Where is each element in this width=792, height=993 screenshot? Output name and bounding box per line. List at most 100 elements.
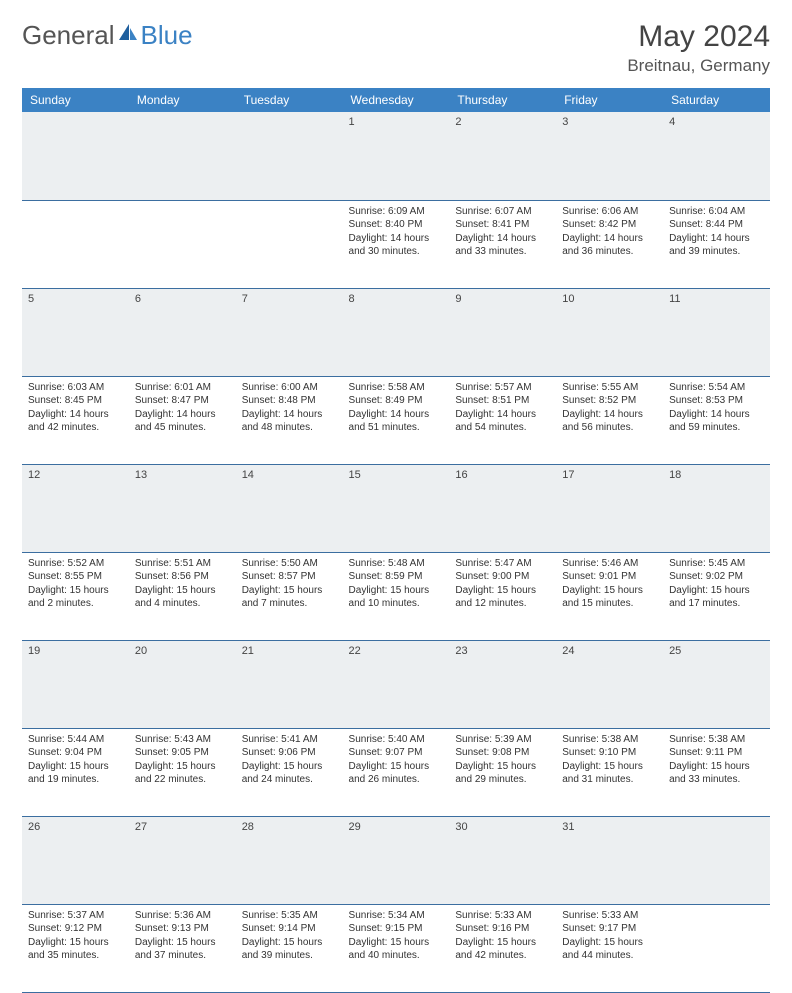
day-number: 14: [236, 464, 343, 552]
day-number: 27: [129, 816, 236, 904]
month-title: May 2024: [627, 20, 770, 54]
day-number: 23: [449, 640, 556, 728]
day-info: Sunrise: 5:38 AMSunset: 9:10 PMDaylight:…: [562, 733, 657, 787]
logo: General Blue: [22, 20, 193, 51]
day-info: Sunrise: 6:09 AMSunset: 8:40 PMDaylight:…: [349, 205, 444, 259]
day-info: Sunrise: 5:47 AMSunset: 9:00 PMDaylight:…: [455, 557, 550, 611]
day-cell: [663, 904, 770, 992]
day-info: Sunrise: 6:03 AMSunset: 8:45 PMDaylight:…: [28, 381, 123, 435]
day-cell: Sunrise: 5:38 AMSunset: 9:11 PMDaylight:…: [663, 728, 770, 816]
day-number: 4: [663, 112, 770, 200]
day-number: 8: [343, 288, 450, 376]
day-info: Sunrise: 5:33 AMSunset: 9:17 PMDaylight:…: [562, 909, 657, 963]
day-number: 25: [663, 640, 770, 728]
day-number: 30: [449, 816, 556, 904]
daynum-row: 262728293031: [22, 816, 770, 904]
day-info: Sunrise: 5:48 AMSunset: 8:59 PMDaylight:…: [349, 557, 444, 611]
day-number: 22: [343, 640, 450, 728]
day-info: Sunrise: 5:57 AMSunset: 8:51 PMDaylight:…: [455, 381, 550, 435]
header: General Blue May 2024 Breitnau, Germany: [22, 20, 770, 76]
day-info: Sunrise: 6:06 AMSunset: 8:42 PMDaylight:…: [562, 205, 657, 259]
day-number: 19: [22, 640, 129, 728]
day-number: 7: [236, 288, 343, 376]
day-row: Sunrise: 6:03 AMSunset: 8:45 PMDaylight:…: [22, 376, 770, 464]
daynum-row: 1234: [22, 112, 770, 200]
day-number: [663, 816, 770, 904]
day-cell: [129, 200, 236, 288]
day-number: 31: [556, 816, 663, 904]
day-number: 20: [129, 640, 236, 728]
day-number: 26: [22, 816, 129, 904]
day-number: 11: [663, 288, 770, 376]
col-monday: Monday: [129, 88, 236, 112]
col-friday: Friday: [556, 88, 663, 112]
day-cell: Sunrise: 5:48 AMSunset: 8:59 PMDaylight:…: [343, 552, 450, 640]
day-cell: Sunrise: 5:35 AMSunset: 9:14 PMDaylight:…: [236, 904, 343, 992]
day-info: Sunrise: 5:54 AMSunset: 8:53 PMDaylight:…: [669, 381, 764, 435]
day-info: Sunrise: 5:52 AMSunset: 8:55 PMDaylight:…: [28, 557, 123, 611]
day-cell: Sunrise: 5:44 AMSunset: 9:04 PMDaylight:…: [22, 728, 129, 816]
day-info: Sunrise: 5:39 AMSunset: 9:08 PMDaylight:…: [455, 733, 550, 787]
day-number: 12: [22, 464, 129, 552]
day-cell: Sunrise: 6:04 AMSunset: 8:44 PMDaylight:…: [663, 200, 770, 288]
day-cell: Sunrise: 5:45 AMSunset: 9:02 PMDaylight:…: [663, 552, 770, 640]
day-number: 2: [449, 112, 556, 200]
day-cell: Sunrise: 5:55 AMSunset: 8:52 PMDaylight:…: [556, 376, 663, 464]
day-number: 15: [343, 464, 450, 552]
day-cell: Sunrise: 5:51 AMSunset: 8:56 PMDaylight:…: [129, 552, 236, 640]
day-info: Sunrise: 5:34 AMSunset: 9:15 PMDaylight:…: [349, 909, 444, 963]
day-number: 13: [129, 464, 236, 552]
day-cell: Sunrise: 5:43 AMSunset: 9:05 PMDaylight:…: [129, 728, 236, 816]
day-info: Sunrise: 5:50 AMSunset: 8:57 PMDaylight:…: [242, 557, 337, 611]
day-info: Sunrise: 5:43 AMSunset: 9:05 PMDaylight:…: [135, 733, 230, 787]
day-info: Sunrise: 6:01 AMSunset: 8:47 PMDaylight:…: [135, 381, 230, 435]
day-number: 5: [22, 288, 129, 376]
day-row: Sunrise: 5:37 AMSunset: 9:12 PMDaylight:…: [22, 904, 770, 992]
day-info: Sunrise: 5:51 AMSunset: 8:56 PMDaylight:…: [135, 557, 230, 611]
day-cell: Sunrise: 6:06 AMSunset: 8:42 PMDaylight:…: [556, 200, 663, 288]
day-row: Sunrise: 6:09 AMSunset: 8:40 PMDaylight:…: [22, 200, 770, 288]
day-number: 3: [556, 112, 663, 200]
day-number: 28: [236, 816, 343, 904]
day-number: 29: [343, 816, 450, 904]
day-info: Sunrise: 5:40 AMSunset: 9:07 PMDaylight:…: [349, 733, 444, 787]
day-cell: Sunrise: 6:07 AMSunset: 8:41 PMDaylight:…: [449, 200, 556, 288]
daynum-row: 567891011: [22, 288, 770, 376]
day-number: 17: [556, 464, 663, 552]
day-cell: Sunrise: 5:34 AMSunset: 9:15 PMDaylight:…: [343, 904, 450, 992]
daynum-row: 12131415161718: [22, 464, 770, 552]
day-row: Sunrise: 5:44 AMSunset: 9:04 PMDaylight:…: [22, 728, 770, 816]
day-cell: Sunrise: 5:38 AMSunset: 9:10 PMDaylight:…: [556, 728, 663, 816]
logo-text-blue: Blue: [141, 20, 193, 51]
daynum-row: 19202122232425: [22, 640, 770, 728]
day-cell: Sunrise: 6:03 AMSunset: 8:45 PMDaylight:…: [22, 376, 129, 464]
day-number: 10: [556, 288, 663, 376]
day-info: Sunrise: 6:00 AMSunset: 8:48 PMDaylight:…: [242, 381, 337, 435]
day-number: 9: [449, 288, 556, 376]
day-cell: Sunrise: 5:37 AMSunset: 9:12 PMDaylight:…: [22, 904, 129, 992]
day-info: Sunrise: 6:07 AMSunset: 8:41 PMDaylight:…: [455, 205, 550, 259]
day-cell: Sunrise: 5:58 AMSunset: 8:49 PMDaylight:…: [343, 376, 450, 464]
day-number: 24: [556, 640, 663, 728]
day-number: [129, 112, 236, 200]
day-info: Sunrise: 5:58 AMSunset: 8:49 PMDaylight:…: [349, 381, 444, 435]
col-wednesday: Wednesday: [343, 88, 450, 112]
day-info: Sunrise: 5:38 AMSunset: 9:11 PMDaylight:…: [669, 733, 764, 787]
logo-text-general: General: [22, 20, 115, 51]
day-cell: Sunrise: 5:40 AMSunset: 9:07 PMDaylight:…: [343, 728, 450, 816]
day-info: Sunrise: 5:55 AMSunset: 8:52 PMDaylight:…: [562, 381, 657, 435]
day-info: Sunrise: 5:36 AMSunset: 9:13 PMDaylight:…: [135, 909, 230, 963]
day-cell: Sunrise: 5:33 AMSunset: 9:17 PMDaylight:…: [556, 904, 663, 992]
day-cell: Sunrise: 6:01 AMSunset: 8:47 PMDaylight:…: [129, 376, 236, 464]
day-info: Sunrise: 5:44 AMSunset: 9:04 PMDaylight:…: [28, 733, 123, 787]
day-row: Sunrise: 5:52 AMSunset: 8:55 PMDaylight:…: [22, 552, 770, 640]
day-number: 18: [663, 464, 770, 552]
day-cell: Sunrise: 5:54 AMSunset: 8:53 PMDaylight:…: [663, 376, 770, 464]
day-info: Sunrise: 5:37 AMSunset: 9:12 PMDaylight:…: [28, 909, 123, 963]
logo-sail-icon: [117, 22, 139, 49]
day-cell: Sunrise: 5:46 AMSunset: 9:01 PMDaylight:…: [556, 552, 663, 640]
day-number: 16: [449, 464, 556, 552]
day-cell: Sunrise: 5:52 AMSunset: 8:55 PMDaylight:…: [22, 552, 129, 640]
day-cell: Sunrise: 5:50 AMSunset: 8:57 PMDaylight:…: [236, 552, 343, 640]
calendar-table: Sunday Monday Tuesday Wednesday Thursday…: [22, 88, 770, 993]
